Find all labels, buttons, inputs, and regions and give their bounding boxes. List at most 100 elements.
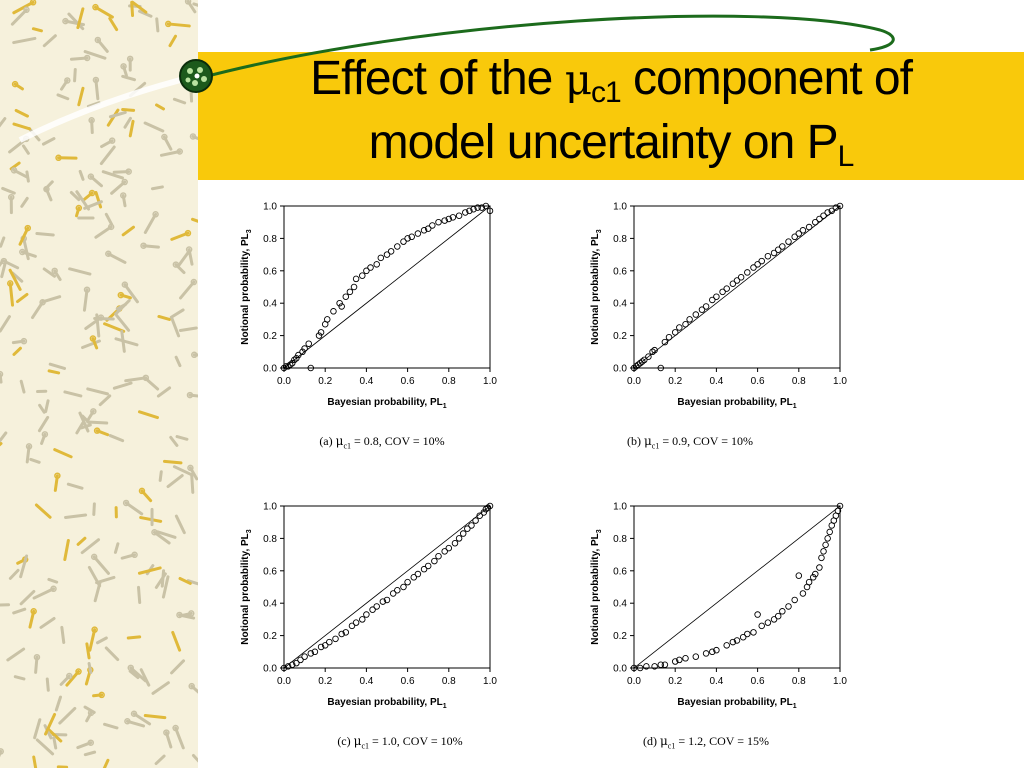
data-point [692,653,700,660]
y-tick-label: 0.4 [263,599,277,610]
y-tick-label: 1.0 [613,502,627,513]
y-tick-label: 0.6 [613,566,627,577]
data-point [326,638,333,646]
x-tick-label: 0.8 [792,376,806,387]
y-axis-label: Notional probability, PL3 [590,229,603,344]
data-point [288,359,296,367]
data-point [812,218,819,226]
data-point [750,264,757,271]
data-point [785,603,792,610]
y-tick-label: 0.2 [613,331,627,342]
data-point [363,611,370,618]
data-point [464,525,471,532]
reference-line [283,205,491,369]
data-point [795,572,803,579]
data-point [824,209,831,216]
data-point [486,502,494,510]
chart-panel-c: 0.0 0.2 0.4 0.6 0.8 1.0 0.0 0.2 0.4 0.6 0.8 1.0 Baye… [222,496,522,736]
data-point [671,329,679,336]
data-point [818,554,825,562]
data-point [470,205,477,213]
data-point [832,204,840,211]
x-tick-label: 0.8 [792,676,806,687]
x-tick-label: 0.6 [751,676,765,687]
scatter-chart-c: 0.0 0.2 0.4 0.6 0.8 1.0 0.0 0.2 0.4 0.6 0.8 1.0 Baye… [240,502,497,711]
x-tick-label: 1.0 [833,676,847,687]
y-tick-label: 0.8 [613,534,627,545]
title-line-1: Effect of the μc1 component of [310,52,913,109]
data-point [651,346,658,354]
data-point [387,248,395,255]
data-point [805,223,813,231]
data-point [774,612,782,620]
y-tick-label: 0.6 [613,266,627,277]
data-point [284,363,292,370]
data-point [816,564,823,571]
y-axis-label: Notional probability, PL3 [590,529,603,644]
data-point [389,590,397,597]
scatter-chart-a: 0.0 0.2 0.4 0.6 0.8 1.0 0.0 0.2 0.4 0.6 0.8 1.0 Baye… [240,202,497,411]
x-axis-label: Bayesian probability, PL1 [327,397,446,410]
data-point [702,650,710,657]
caption-a: (a) μc1 = 0.8, COV = 10% [319,434,445,451]
x-tick-label: 0.2 [668,676,682,687]
data-point [394,243,401,250]
data-point [779,243,786,250]
x-axis-label: Bayesian probability, PL1 [677,697,796,710]
data-point [698,306,706,313]
x-tick-label: 0.0 [277,676,291,687]
chart-panel-d: 0.0 0.2 0.4 0.6 0.8 1.0 0.0 0.2 0.4 0.6 0.8 1.0 Baye… [572,496,872,736]
y-tick-label: 1.0 [263,202,277,213]
data-point [462,209,469,216]
x-tick-label: 0.2 [318,376,332,387]
x-tick-label: 0.6 [401,376,415,387]
y-tick-label: 0.2 [263,631,277,642]
data-point [383,596,391,604]
data-point [420,227,428,234]
data-point [468,522,475,529]
data-point [293,355,300,362]
data-point [455,212,463,219]
data-point [363,267,370,275]
data-point [359,616,366,623]
data-point [702,303,710,310]
data-point [338,630,345,638]
data-point [836,202,844,210]
data-point [737,274,745,281]
decorative-pattern [0,0,198,768]
reference-line [633,505,841,669]
scatter-chart-d: 0.0 0.2 0.4 0.6 0.8 1.0 0.0 0.2 0.4 0.6 0.8 1.0 Baye… [590,502,847,711]
data-point [455,535,463,542]
y-tick-label: 0.0 [613,664,627,675]
data-point [338,303,345,310]
y-axis-label: Notional probability, PL3 [240,529,253,644]
data-point [774,246,782,253]
y-tick-label: 0.4 [613,299,627,310]
data-point [649,348,656,356]
data-point [764,619,772,626]
data-point [410,574,418,581]
data-point [636,664,644,672]
caption-b: (b) μc1 = 0.9, COV = 10% [626,434,754,451]
y-tick-label: 0.6 [263,266,277,277]
data-point [676,656,683,664]
reference-line [633,205,841,369]
data-point [822,541,829,549]
data-point [400,583,407,591]
data-point [330,308,337,315]
caption-d: (d) μc1 = 1.2, COV = 15% [642,734,770,751]
data-point [682,655,689,662]
data-point [682,321,689,328]
data-point [414,570,422,578]
data-point [826,528,833,536]
data-point [342,293,350,300]
y-axis-label: Notional probability, PL3 [240,229,253,344]
data-point [394,586,401,594]
data-point [295,351,302,359]
data-point [791,596,798,604]
data-point [729,280,737,288]
y-tick-label: 1.0 [263,502,277,513]
data-point [638,358,646,365]
data-point [352,275,360,283]
data-point [713,646,720,654]
